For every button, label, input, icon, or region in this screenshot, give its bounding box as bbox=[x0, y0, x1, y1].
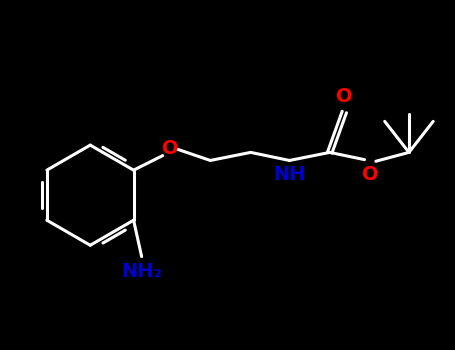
Text: NH₂: NH₂ bbox=[121, 262, 162, 281]
Text: O: O bbox=[362, 164, 379, 183]
Text: O: O bbox=[162, 139, 178, 158]
Text: NH: NH bbox=[273, 165, 306, 184]
Text: O: O bbox=[336, 88, 353, 106]
